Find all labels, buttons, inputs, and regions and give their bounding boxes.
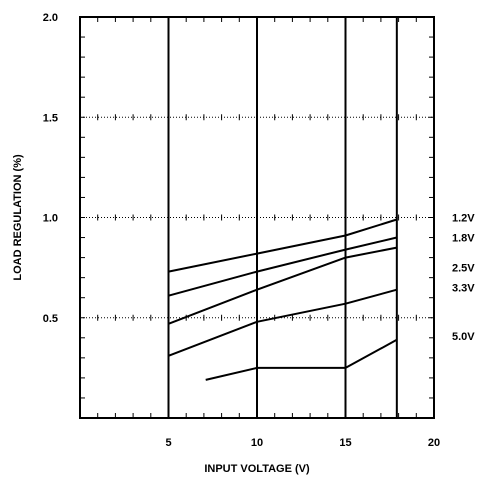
series-label: 5.0V	[452, 331, 475, 343]
y-tick-label: 2.0	[43, 12, 58, 24]
x-tick-label: 15	[339, 437, 351, 449]
y-tick-label: 0.5	[43, 313, 58, 325]
series-line-5.0V	[205, 338, 398, 381]
series-layer	[168, 218, 398, 381]
y-axis-title: LOAD REGULATION (%)	[12, 154, 24, 281]
y-tick-label: 1.0	[43, 213, 58, 225]
series-label: 2.5V	[452, 263, 475, 275]
plot-frame	[79, 16, 435, 419]
series-label: 3.3V	[452, 283, 475, 295]
label-layer: 5 10 15 20 0.5 1.0 1.5 2.0 1.2V 1.8V 2.5V 3.3V 5.0V	[43, 12, 476, 449]
y-tick-label: 1.5	[43, 112, 58, 124]
x-tick-label: 20	[428, 437, 440, 449]
series-label: 1.8V	[452, 233, 475, 245]
x-tick-label: 5	[165, 437, 171, 449]
x-axis-title: INPUT VOLTAGE (V)	[204, 463, 310, 475]
series-line-1.2V	[168, 218, 398, 273]
series-line-3.3V	[168, 288, 398, 357]
series-label: 1.2V	[452, 213, 475, 225]
series-line-1.8V	[168, 236, 398, 297]
x-tick-label: 10	[251, 437, 263, 449]
series-line-2.5V	[168, 246, 397, 325]
